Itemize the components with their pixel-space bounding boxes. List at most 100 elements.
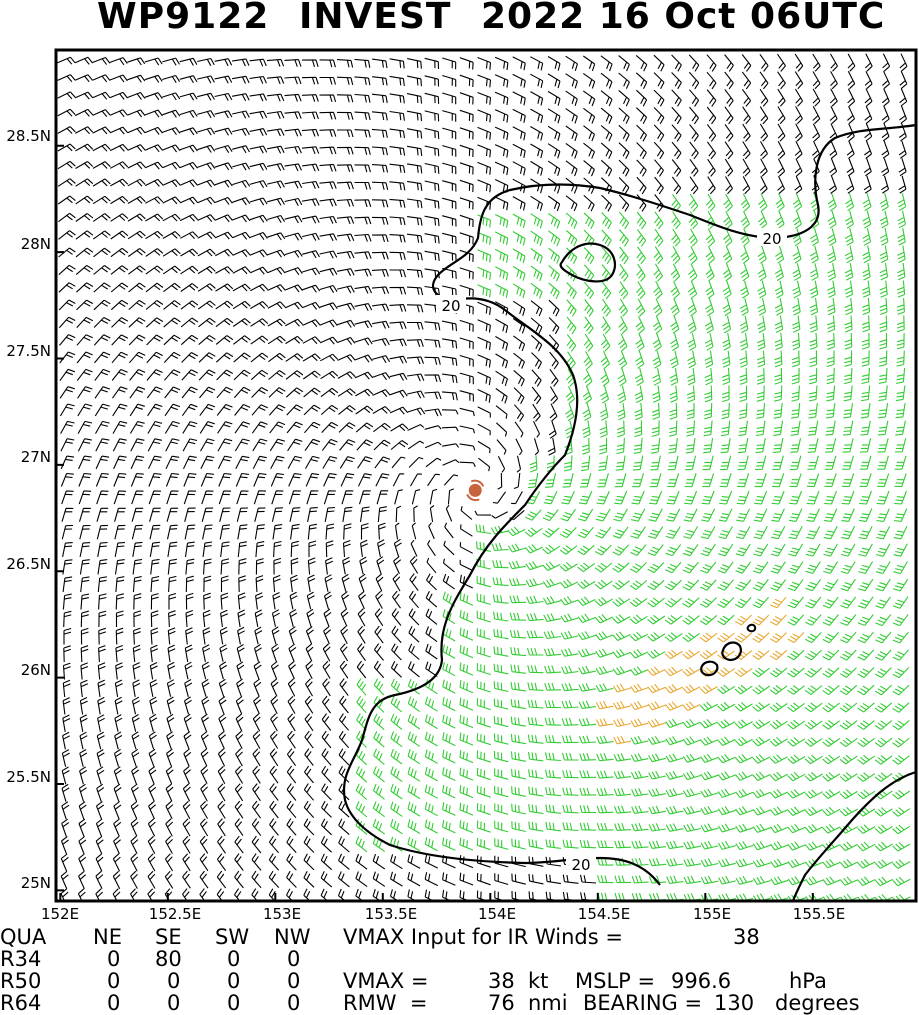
wind-barb: [447, 488, 454, 505]
header-nw: NW: [274, 925, 311, 949]
wind-barb: [197, 75, 215, 84]
row-r34-label: R34: [0, 947, 42, 971]
wind-barb: [115, 662, 124, 680]
wind-barb: [150, 558, 160, 575]
wind-barb: [752, 579, 769, 592]
wind-barb: [215, 266, 234, 274]
wind-barb: [80, 610, 89, 628]
wind-barb: [682, 701, 701, 711]
wind-barb: [738, 420, 748, 437]
wind-barb: [267, 214, 286, 223]
wind-barb: [237, 609, 246, 627]
wind-barb: [375, 590, 383, 609]
wind-barb: [215, 335, 234, 345]
wind-barb: [202, 541, 213, 557]
wind-barb: [494, 768, 509, 780]
wind-barb: [654, 159, 664, 177]
wind-barb: [740, 210, 750, 230]
wind-barb: [74, 91, 94, 100]
wind-barb: [179, 57, 198, 66]
wind-barb: [665, 718, 684, 729]
wind-barb: [288, 473, 302, 487]
wind-barb: [305, 660, 314, 679]
wind-barb: [95, 455, 110, 470]
wind-barb: [599, 402, 609, 421]
wind-barb: [647, 597, 665, 608]
wind-barb: [665, 526, 681, 539]
wind-barb: [200, 800, 208, 819]
wind-barb: [653, 246, 664, 265]
wind-barb: [635, 281, 646, 300]
storm-center-marker: [466, 479, 485, 502]
wind-barb: [842, 420, 854, 436]
contour-20kt-southeast: [791, 770, 916, 901]
wind-barb: [548, 265, 560, 282]
wind-barb: [630, 735, 649, 745]
wind-barb: [252, 765, 261, 784]
wind-barb: [477, 91, 492, 105]
wind-barb: [652, 385, 661, 403]
wind-barb: [302, 301, 321, 310]
r50-ne: 0: [107, 969, 121, 993]
wind-barb: [144, 109, 163, 118]
wind-barb: [876, 473, 890, 488]
wind-barb: [164, 853, 174, 872]
wind-barb: [60, 438, 75, 452]
wind-barb: [232, 58, 250, 67]
wind-barb: [771, 490, 785, 505]
wind-barb: [879, 245, 889, 264]
wind-barb: [270, 455, 285, 469]
lon-label-155-5: 155.5E: [793, 905, 845, 922]
wind-barb: [98, 645, 106, 663]
wind-barb: [874, 807, 893, 817]
wind-barb: [612, 597, 631, 607]
wind-barb: [302, 250, 320, 259]
wind-barb: [459, 697, 474, 711]
wind-barb: [857, 614, 874, 627]
wind-barb: [530, 126, 544, 141]
wind-barb: [216, 853, 227, 872]
wind-barb: [564, 437, 573, 456]
wind-barb: [874, 737, 893, 748]
wind-barb: [822, 631, 840, 644]
wind-barb: [477, 423, 491, 436]
wind-barb: [253, 643, 262, 662]
wind-barb: [879, 210, 889, 229]
wind-barb: [391, 608, 402, 626]
wind-barb: [59, 403, 75, 417]
wind-barb: [77, 403, 93, 417]
wind-barb: [391, 456, 406, 469]
wind-barb: [96, 524, 108, 540]
wind-barb: [162, 248, 181, 257]
wind-barb: [736, 508, 750, 522]
wind-barb: [303, 835, 315, 853]
wind-barb: [127, 230, 146, 240]
wind-barb: [267, 335, 286, 345]
wind-barb: [303, 818, 315, 836]
wind-barb: [630, 718, 649, 728]
wind-barb: [635, 72, 648, 89]
wind-barb: [372, 818, 386, 835]
wind-barb: [131, 490, 144, 505]
wind-barb: [197, 92, 215, 101]
wind-barb: [424, 180, 440, 192]
wind-barb: [812, 88, 821, 107]
wind-barb: [577, 596, 596, 606]
wind-barb: [203, 592, 211, 610]
wind-barb: [92, 195, 111, 205]
wind-barb: [769, 771, 788, 782]
wind-barb: [390, 748, 403, 765]
wind-barb: [129, 420, 145, 434]
wind-barb: [389, 181, 406, 191]
wind-barb: [184, 644, 193, 662]
wind-barb: [168, 610, 176, 628]
wind-barb: [792, 245, 802, 264]
wind-barb: [79, 524, 91, 540]
wind-barb: [80, 662, 89, 680]
wind-barb: [62, 714, 71, 732]
wind-barb: [145, 230, 164, 240]
wind-barb: [565, 142, 578, 159]
wind-barb: [235, 696, 244, 715]
wind-barb: [665, 736, 684, 746]
wind-barb: [182, 818, 191, 837]
